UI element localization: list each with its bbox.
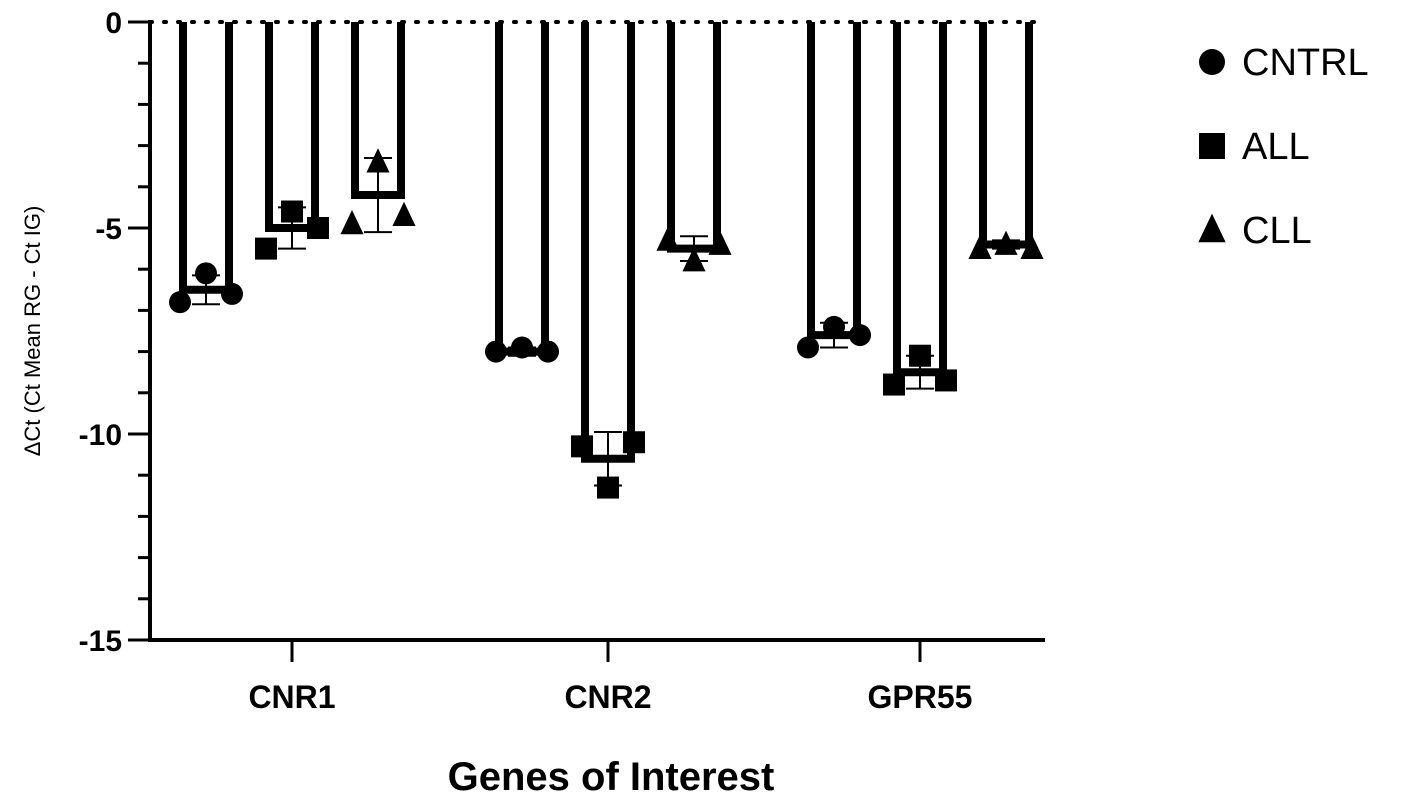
point-cll-gpr55: [1020, 234, 1044, 259]
x-tick-label-gpr55: GPR55: [868, 679, 973, 715]
legend-marker-cll: [1198, 213, 1226, 243]
bar-cll-cnr2: [667, 22, 721, 253]
bar-all-cnr2: [581, 22, 635, 463]
y-tick-label: -15: [79, 625, 122, 658]
x-axis-title: Genes of Interest: [448, 755, 775, 799]
point-cll-gpr55: [994, 230, 1018, 255]
legend-label-cll: CLL: [1242, 210, 1312, 252]
point-cll-cnr2: [682, 247, 706, 272]
point-cll-cnr1: [392, 201, 416, 227]
point-all-cnr2: [571, 435, 593, 458]
point-cntrl-cnr1: [169, 291, 191, 314]
y-ticks: 0 -5 -10 -15: [79, 7, 150, 658]
point-cll-cnr1: [366, 148, 390, 173]
point-cll-cnr1: [340, 210, 364, 235]
point-cll-cnr2: [656, 226, 680, 251]
point-cntrl-gpr55: [797, 336, 819, 359]
bar-cntrl-cnr1: [179, 22, 233, 294]
legend-label-all: ALL: [1242, 126, 1310, 168]
point-cntrl-gpr55: [849, 324, 871, 347]
bar-cntrl-cnr2: [495, 22, 549, 356]
x-tick-label-cnr1: CNR1: [248, 679, 335, 715]
point-all-cnr2: [597, 476, 619, 499]
point-cntrl-cnr2: [537, 340, 559, 363]
x-tick-label-cnr2: CNR2: [564, 679, 651, 715]
point-cntrl-cnr1: [221, 282, 243, 305]
legend-marker-cntrl: [1199, 49, 1225, 75]
bar-all-cnr1: [265, 22, 319, 232]
point-all-cnr1: [307, 217, 329, 239]
point-all-gpr55: [883, 373, 905, 396]
point-all-cnr1: [281, 200, 303, 223]
y-tick-label: -5: [95, 213, 122, 246]
legend-label-cntrl: CNTRL: [1242, 42, 1369, 84]
legend: CNTRL ALL CLL: [1198, 42, 1369, 252]
axes: [148, 20, 1045, 642]
point-all-gpr55: [909, 344, 931, 367]
y-tick-label: 0: [105, 7, 122, 40]
point-cll-gpr55: [968, 234, 992, 259]
data-points: [169, 148, 1044, 499]
legend-marker-all: [1199, 133, 1225, 159]
point-cntrl-cnr1: [195, 262, 217, 285]
point-all-cnr2: [623, 431, 645, 454]
point-cntrl-gpr55: [823, 315, 845, 338]
point-all-gpr55: [935, 369, 957, 392]
point-cll-cnr2: [708, 230, 732, 255]
point-cntrl-cnr2: [511, 336, 533, 359]
bar-cll-gpr55: [979, 22, 1033, 249]
bar-all-gpr55: [893, 22, 947, 377]
point-all-cnr1: [255, 237, 277, 260]
y-tick-label: -10: [79, 419, 122, 452]
point-cntrl-cnr2: [485, 340, 507, 363]
bar-cntrl-gpr55: [807, 22, 861, 340]
x-ticks: CNR1 CNR2 GPR55: [248, 640, 972, 715]
y-axis-title: ΔCt (Ct Mean RG - Ct IG): [20, 206, 45, 457]
